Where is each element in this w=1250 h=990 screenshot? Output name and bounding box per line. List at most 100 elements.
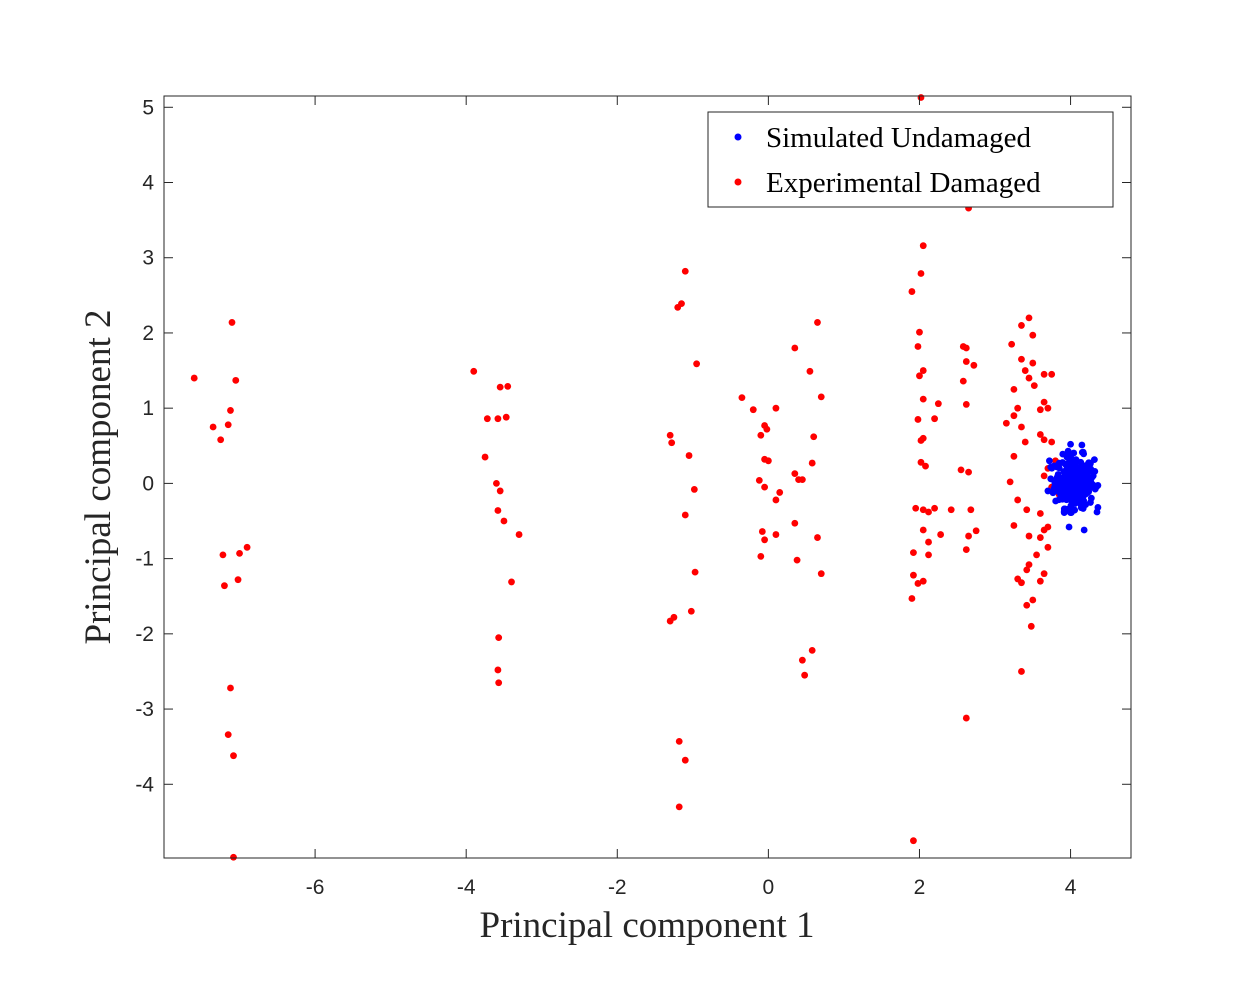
experimental-damaged-point xyxy=(749,406,757,414)
experimental-damaged-point xyxy=(1006,478,1014,486)
experimental-damaged-point xyxy=(219,551,227,559)
experimental-damaged-point xyxy=(908,288,916,295)
experimental-damaged-point xyxy=(791,344,799,352)
y-tick-label: 5 xyxy=(142,96,154,119)
experimental-damaged-point xyxy=(515,531,523,538)
experimental-damaged-point xyxy=(919,577,927,585)
experimental-damaged-point xyxy=(1002,419,1010,427)
experimental-damaged-point xyxy=(919,367,927,374)
experimental-damaged-point xyxy=(764,457,772,465)
experimental-damaged-point xyxy=(496,487,504,495)
y-axis-label: Principal component 2 xyxy=(78,310,119,645)
experimental-damaged-point xyxy=(772,496,780,504)
experimental-damaged-point xyxy=(965,532,972,540)
experimental-damaged-point xyxy=(801,671,809,679)
experimental-damaged-point xyxy=(190,374,198,382)
y-tick-label: -2 xyxy=(135,623,154,646)
experimental-damaged-point xyxy=(236,549,243,557)
experimental-damaged-point xyxy=(755,476,763,484)
experimental-damaged-point xyxy=(481,453,489,461)
experimental-damaged-point xyxy=(1036,577,1044,585)
experimental-damaged-point xyxy=(925,538,932,546)
experimental-damaged-point xyxy=(681,756,689,764)
experimental-damaged-point xyxy=(791,470,799,478)
experimental-damaged-point xyxy=(910,837,917,845)
experimental-damaged-point xyxy=(1023,601,1031,609)
experimental-damaged-point xyxy=(1025,561,1033,569)
experimental-damaged-point xyxy=(917,270,925,277)
simulated-undamaged-point xyxy=(1085,459,1093,467)
experimental-damaged-point xyxy=(965,468,972,476)
experimental-damaged-point xyxy=(1029,359,1037,367)
simulated-undamaged-point xyxy=(1093,508,1101,516)
experimental-damaged-point xyxy=(666,431,674,439)
experimental-damaged-point xyxy=(757,431,765,439)
experimental-damaged-point xyxy=(925,508,932,516)
experimental-damaged-point xyxy=(675,738,683,745)
experimental-damaged-point xyxy=(817,393,825,401)
experimental-damaged-point xyxy=(1044,543,1052,551)
experimental-damaged-point xyxy=(810,433,818,441)
simulated-undamaged-point xyxy=(1089,472,1097,480)
y-tick-label: -1 xyxy=(135,548,154,571)
experimental-damaged-point xyxy=(681,511,689,519)
experimental-damaged-point xyxy=(798,656,806,664)
y-tick-label: -4 xyxy=(135,773,154,796)
experimental-damaged-point xyxy=(502,413,510,421)
experimental-damaged-point xyxy=(806,367,814,375)
experimental-damaged-point xyxy=(1025,374,1033,382)
experimental-damaged-point xyxy=(916,372,923,380)
experimental-damaged-point xyxy=(234,576,242,584)
experimental-damaged-point xyxy=(957,466,965,474)
simulated-undamaged-point xyxy=(1064,453,1072,461)
experimental-damaged-point xyxy=(1010,412,1018,420)
experimental-damaged-point xyxy=(962,401,970,408)
experimental-damaged-point xyxy=(931,504,938,512)
experimental-damaged-point xyxy=(919,506,927,514)
experimental-damaged-point xyxy=(670,613,678,621)
experimental-damaged-point xyxy=(817,570,825,578)
experimental-damaged-point xyxy=(1033,551,1040,559)
y-tick-label: 3 xyxy=(142,247,154,270)
experimental-damaged-point xyxy=(227,407,234,414)
y-tick-label: 4 xyxy=(142,172,154,195)
experimental-damaged-point xyxy=(1018,322,1025,329)
experimental-damaged-point xyxy=(808,646,816,654)
experimental-damaged-point xyxy=(1010,452,1018,460)
experimental-damaged-point xyxy=(912,504,920,512)
experimental-damaged-point xyxy=(1027,622,1035,630)
experimental-damaged-point xyxy=(758,528,766,535)
experimental-damaged-point xyxy=(1040,436,1048,444)
simulated-undamaged-point xyxy=(1080,497,1088,505)
simulated-undamaged-point xyxy=(1068,466,1076,474)
simulated-undamaged-point xyxy=(1091,456,1098,464)
experimental-damaged-point xyxy=(232,376,240,384)
simulated-undamaged-point xyxy=(1080,450,1088,458)
experimental-damaged-point xyxy=(914,343,922,350)
experimental-damaged-point xyxy=(495,679,503,687)
experimental-damaged-point xyxy=(919,395,927,403)
experimental-damaged-point xyxy=(1014,496,1022,504)
experimental-damaged-point xyxy=(674,303,682,311)
experimental-damaged-point xyxy=(908,595,916,602)
simulated-undamaged-point xyxy=(1062,484,1070,491)
experimental-damaged-point xyxy=(1040,398,1048,406)
experimental-damaged-point xyxy=(1036,431,1044,438)
legend-marker-simulated xyxy=(734,133,742,141)
experimental-damaged-point xyxy=(914,580,922,587)
experimental-damaged-point xyxy=(1018,423,1025,431)
experimental-damaged-point xyxy=(931,415,938,423)
simulated-undamaged-point xyxy=(1078,441,1086,449)
experimental-damaged-point xyxy=(1040,472,1048,480)
experimental-damaged-point xyxy=(761,483,768,491)
simulated-undamaged-point xyxy=(1047,463,1055,471)
experimental-damaged-point xyxy=(1029,596,1037,604)
plot-area xyxy=(164,96,1131,858)
experimental-damaged-point xyxy=(910,549,917,556)
legend-label-simulated: Simulated Undamaged xyxy=(766,122,1031,154)
experimental-damaged-point xyxy=(967,506,975,514)
legend: Simulated Undamaged Experimental Damaged xyxy=(707,111,1114,208)
experimental-damaged-point xyxy=(508,578,515,586)
simulated-undamaged-point xyxy=(1087,499,1094,506)
